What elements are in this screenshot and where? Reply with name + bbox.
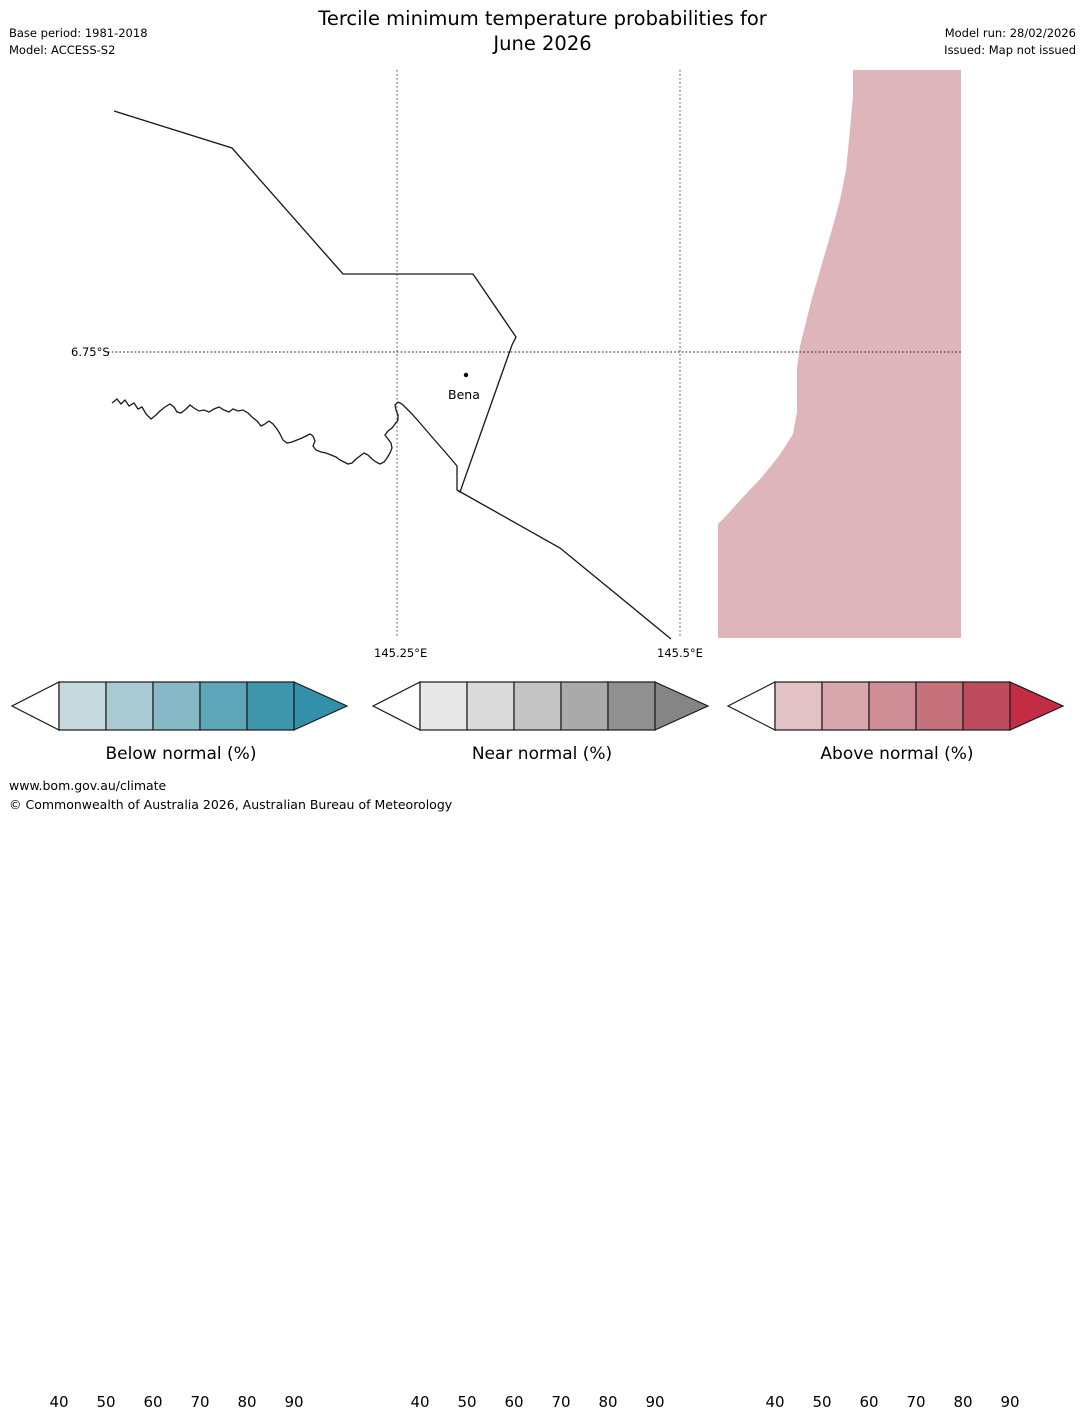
model-run-text: Model run: 28/02/2026 (944, 26, 1076, 40)
colorbar-tick-label: 90 (645, 1393, 665, 1411)
colorbar-below-normal-title: Below normal (%) (105, 744, 257, 764)
colorbar-tick-label: 80 (953, 1393, 973, 1411)
colorbar-under-arrow (371, 681, 421, 731)
footer-website[interactable]: www.bom.gov.au/climate (9, 778, 167, 793)
base-period-text: Base period: 1981-2018 (9, 26, 148, 40)
colorbar-above-normal-ticks: 40 50 60 70 80 90 (722, 1393, 1084, 1413)
axis-label-longitude-west: 145.25°E (374, 646, 428, 660)
colorbar-band (513, 681, 562, 731)
colorbar-tick-label: 70 (906, 1393, 926, 1411)
colorbar-over-arrow (1009, 681, 1065, 731)
footer: www.bom.gov.au/climate © Commonwealth of… (9, 776, 452, 814)
header-metadata-left: Base period: 1981-2018 Model: ACCESS-S2 (9, 25, 148, 59)
colorbar-above-normal-svg (726, 681, 1065, 731)
colorbar-tick-label: 60 (504, 1393, 524, 1411)
colorbar-over-arrow (293, 681, 349, 731)
colorbar-band (868, 681, 917, 731)
colorbar-below-normal-bands (10, 681, 349, 731)
colorbar-band (466, 681, 515, 731)
page-title-line1: Tercile minimum temperature probabilitie… (318, 7, 767, 30)
city-label-bena: Bena (448, 387, 480, 402)
colorbar-under-arrow (726, 681, 776, 731)
colorbar-band (105, 681, 154, 731)
colorbar-tick-label: 40 (49, 1393, 69, 1411)
footer-copyright: © Commonwealth of Australia 2026, Austra… (9, 797, 453, 812)
colorbar-tick-label: 40 (410, 1393, 430, 1411)
issued-text: Issued: Map not issued (944, 43, 1076, 57)
map-canvas: 6.75°S 145.25°E 145.5°E Bena (0, 0, 1085, 660)
colorbar-tick-label: 70 (551, 1393, 571, 1411)
colorbar-tick-label: 70 (190, 1393, 210, 1411)
colorbar-near-normal-svg (371, 681, 710, 731)
model-text: Model: ACCESS-S2 (9, 43, 116, 57)
city-marker-bena[interactable] (463, 372, 469, 378)
colorbar-near-normal-bands (371, 681, 710, 731)
colorbar-below-normal-svg (10, 681, 349, 731)
colorbar-band (152, 681, 201, 731)
colorbar-band (246, 681, 295, 731)
axis-label-longitude-east: 145.5°E (657, 646, 703, 660)
boundary-line-north (113, 110, 517, 494)
colorbar-band (560, 681, 609, 731)
colorbar-tick-label: 80 (237, 1393, 257, 1411)
colorbar-band (821, 681, 870, 731)
colorbar-band (962, 681, 1011, 731)
colorbar-above-normal-bands (726, 681, 1065, 731)
colorbar-near-normal-title: Near normal (%) (471, 744, 613, 764)
map-svg (108, 70, 961, 640)
page-title-line2: June 2026 (493, 32, 592, 55)
colorbar-tick-label: 50 (812, 1393, 832, 1411)
page-title: Tercile minimum temperature probabilitie… (0, 6, 1085, 56)
colorbar-tick-label: 60 (859, 1393, 879, 1411)
colorbar-above-normal-title: Above normal (%) (820, 744, 974, 764)
colorbar-band (58, 681, 107, 731)
axis-label-latitude: 6.75°S (71, 345, 110, 359)
probability-shading-above-normal (718, 70, 961, 638)
colorbar-band (607, 681, 656, 731)
colorbar-band (199, 681, 248, 731)
colorbar-tick-label: 40 (765, 1393, 785, 1411)
colorbar-below-normal-ticks: 40 50 60 70 80 90 (0, 1393, 362, 1413)
colorbar-tick-label: 50 (96, 1393, 116, 1411)
colorbar-under-arrow (10, 681, 60, 731)
colorbar-tick-label: 80 (598, 1393, 618, 1411)
colorbar-near-normal-ticks: 40 50 60 70 80 90 (361, 1393, 723, 1413)
colorbar-tick-label: 90 (284, 1393, 304, 1411)
colorbar-over-arrow (654, 681, 710, 731)
colorbar-band (419, 681, 468, 731)
coastline-west (111, 398, 458, 490)
colorbar-band (774, 681, 823, 731)
boundary-line-southeast (456, 489, 672, 640)
header-metadata-right: Model run: 28/02/2026 Issued: Map not is… (944, 25, 1076, 59)
colorbar-tick-label: 50 (457, 1393, 477, 1411)
colorbar-tick-label: 90 (1000, 1393, 1020, 1411)
colorbar-band (915, 681, 964, 731)
colorbar-tick-label: 60 (143, 1393, 163, 1411)
